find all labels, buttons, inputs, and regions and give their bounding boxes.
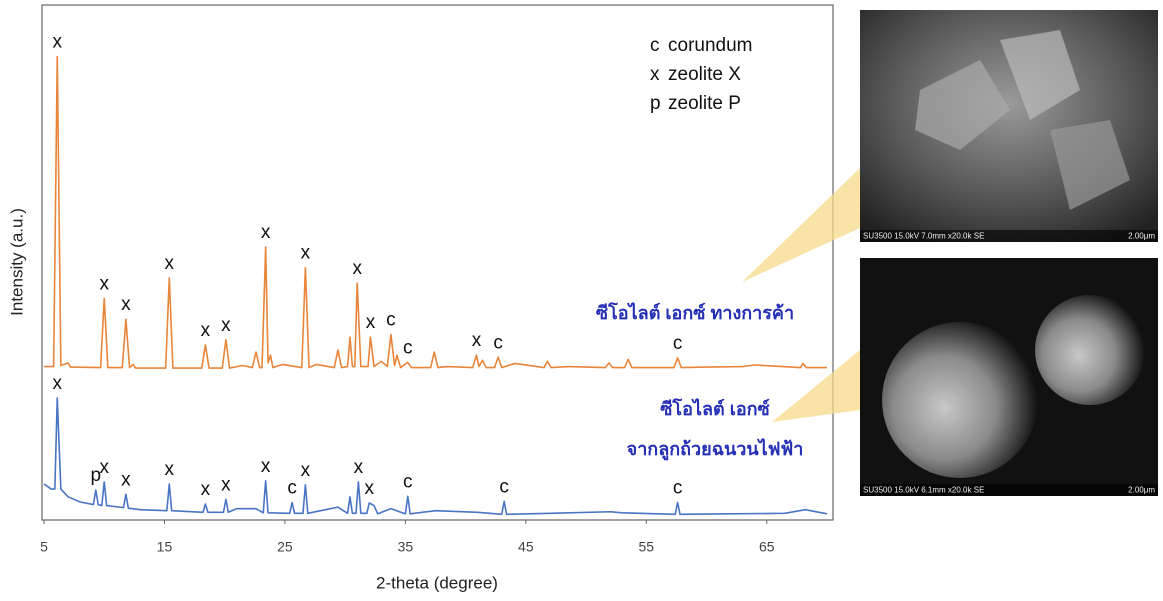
peak-label: x — [221, 474, 231, 495]
peak-label: x — [121, 469, 131, 490]
peak-label: x — [261, 456, 271, 477]
series-label: ซีโอไลต์ เอกซ์ — [660, 398, 770, 419]
peak-label: x — [472, 330, 482, 351]
peak-label: c — [493, 332, 503, 353]
legend-symbol: x — [650, 64, 660, 85]
x-tick-label: 15 — [157, 539, 173, 555]
legend-label: corundum — [668, 35, 753, 56]
series-line — [43, 397, 828, 516]
peak-label: x — [99, 457, 109, 478]
x-axis-title: 2-theta (degree) — [376, 573, 498, 592]
series-label: ซีโอไลต์ เอกซ์ ทางการค้า — [596, 302, 794, 323]
peak-label: x — [201, 479, 211, 500]
sem-image: SU3500 15.0kV 7.0mm x20.0k SE 2.00μm — [860, 10, 1158, 242]
x-tick-label: 45 — [518, 539, 534, 555]
sem-image: SU3500 15.0kV 6.1mm x20.0k SE 2.00μm — [860, 258, 1158, 496]
peak-label: x — [201, 320, 211, 341]
peak-label: x — [301, 243, 311, 264]
peak-label: c — [673, 478, 683, 499]
x-tick-label: 35 — [398, 539, 414, 555]
peak-label: x — [99, 274, 109, 295]
peak-label: x — [53, 373, 63, 394]
legend-label: zeolite P — [668, 93, 741, 114]
peak-label: c — [673, 333, 683, 354]
peak-label: c — [287, 478, 297, 499]
peak-label: c — [403, 337, 413, 358]
image-caption: SU3500 15.0kV 6.1mm x20.0k SE — [863, 486, 984, 495]
series-line — [44, 55, 827, 369]
peak-label: x — [165, 253, 175, 274]
peak-label: c — [386, 310, 396, 331]
callout — [742, 168, 860, 282]
peak-label: x — [121, 294, 131, 315]
legend-symbol: c — [650, 35, 660, 56]
x-tick-label: 5 — [40, 539, 48, 555]
peak-label: x — [352, 258, 362, 279]
peak-label: x — [301, 460, 311, 481]
y-axis-title: Intensity (a.u.) — [7, 208, 26, 316]
peak-label: c — [499, 476, 509, 497]
x-tick-label: 65 — [759, 539, 775, 555]
peak-label: x — [364, 478, 374, 499]
legend-symbol: p — [650, 93, 661, 114]
x-tick-label: 25 — [277, 539, 293, 555]
image-scale: 2.00μm — [1128, 486, 1155, 495]
peak-label: x — [221, 315, 231, 336]
peak-label: x — [366, 312, 376, 333]
peak-label: x — [165, 459, 175, 480]
image-caption: SU3500 15.0kV 7.0mm x20.0k SE — [863, 232, 984, 241]
callout — [772, 350, 860, 422]
image-scale: 2.00μm — [1128, 232, 1155, 241]
series-label: จากลูกถ้วยฉนวนไฟฟ้า — [627, 438, 804, 461]
peak-label: x — [261, 222, 271, 243]
plot-frame — [41, 4, 834, 521]
peak-label: x — [354, 457, 364, 478]
peak-label: x — [53, 32, 63, 53]
legend-label: zeolite X — [668, 64, 741, 85]
peak-label: p — [91, 465, 102, 486]
peak-label: c — [403, 471, 413, 492]
x-tick-label: 55 — [639, 539, 655, 555]
